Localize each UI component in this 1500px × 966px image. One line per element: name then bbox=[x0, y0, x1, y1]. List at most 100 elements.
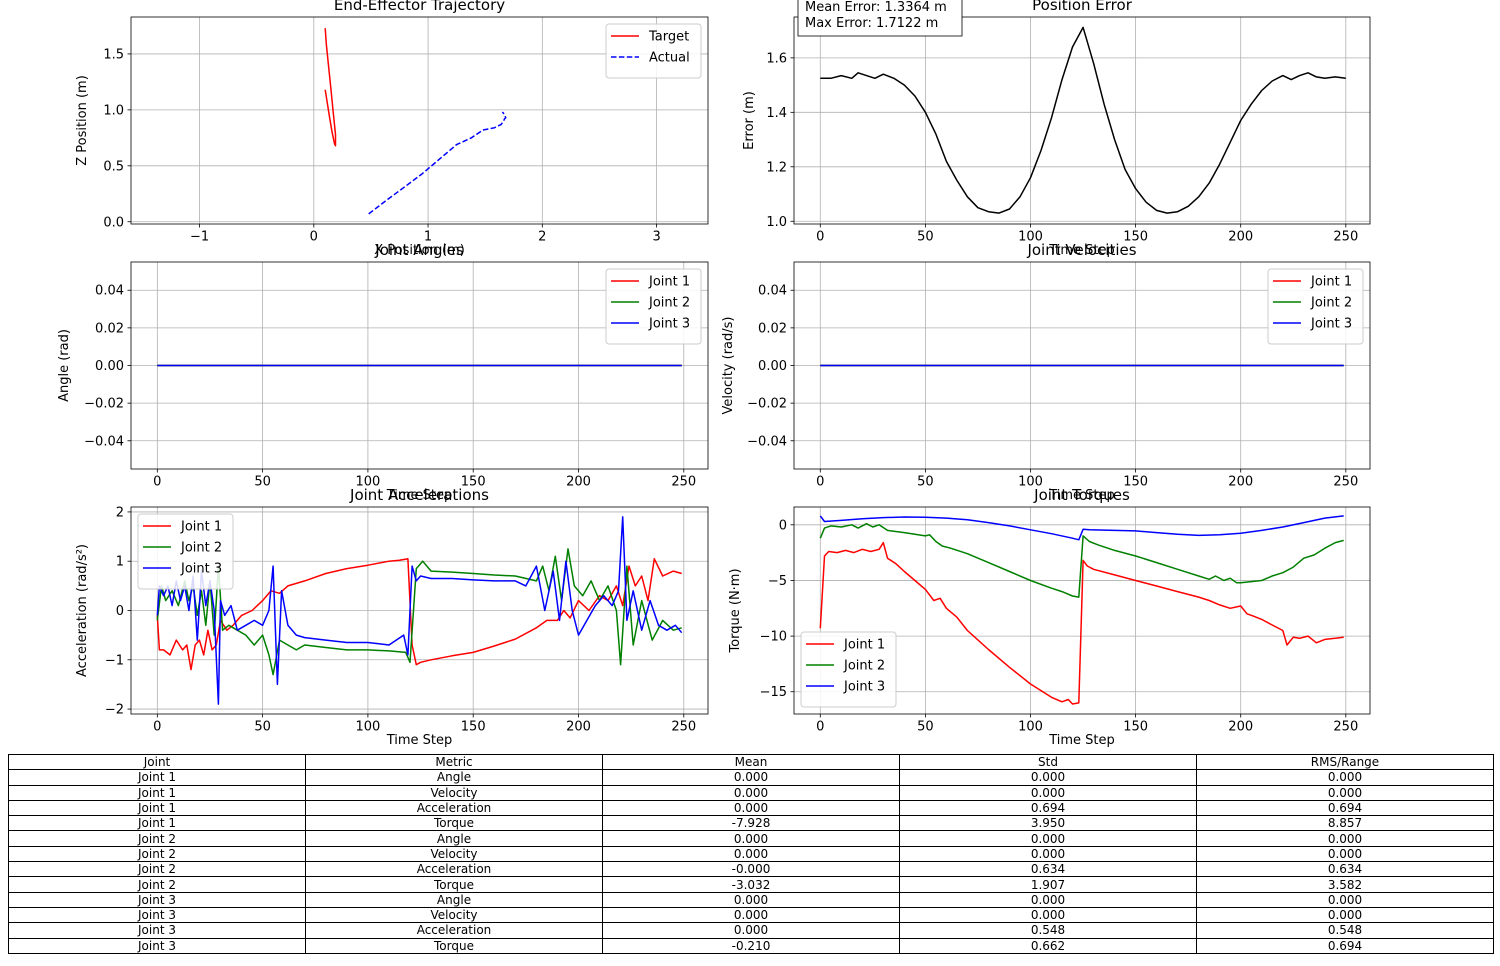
chart-3: 0 50 100 150 200 250 −0.04 −0.02 0.00 0.02 0.04 Joi… bbox=[57, 241, 709, 503]
chart-title: Joint Angles bbox=[374, 241, 464, 259]
legend-box bbox=[137, 513, 234, 590]
table-cell: -0.000 bbox=[602, 861, 900, 878]
y-tick-label: 1.6 bbox=[766, 51, 787, 66]
x-tick-label: 0 bbox=[153, 720, 161, 735]
plot-frame bbox=[793, 506, 1371, 715]
chart-title: Joint Torques bbox=[1033, 486, 1130, 504]
y-tick-label: 1.0 bbox=[766, 215, 787, 230]
y-tick-label: 0.04 bbox=[758, 284, 787, 299]
table-cell: Angle bbox=[305, 891, 603, 908]
x-tick-label: 50 bbox=[254, 475, 271, 490]
table-row: Joint 2 Velocity 0.000 0.000 0.000 bbox=[8, 845, 1494, 863]
plot-frame bbox=[793, 16, 1371, 225]
table-cell: Joint 1 bbox=[8, 769, 306, 786]
table-row: Joint 1 Velocity 0.000 0.000 0.000 bbox=[8, 784, 1494, 801]
series-line-1 bbox=[820, 26, 1346, 214]
y-axis-label: Acceleration (rad/s²) bbox=[75, 544, 90, 677]
legend-label-3: Joint 3 bbox=[843, 680, 885, 695]
legend-box bbox=[605, 23, 702, 79]
x-tick-label: 150 bbox=[1123, 475, 1148, 490]
table-cell: 0.000 bbox=[602, 906, 900, 924]
y-axis-label: Error (m) bbox=[742, 91, 757, 150]
chart-4: 0 50 100 150 200 250 −0.04 −0.02 0.00 0.02 0.04 Joi… bbox=[721, 241, 1371, 503]
table-cell: 0.694 bbox=[899, 799, 1197, 817]
x-axis-label: X Position (m) bbox=[374, 243, 465, 258]
y-tick-label: −5 bbox=[768, 574, 787, 589]
table-cell: Joint 1 bbox=[8, 784, 306, 801]
table-cell: 0.000 bbox=[1196, 906, 1494, 924]
legend-label-3: Joint 3 bbox=[180, 562, 222, 577]
x-tick-label: 0 bbox=[816, 230, 824, 245]
y-tick-label: 2 bbox=[116, 505, 124, 520]
table-header-row: Joint Metric Mean Std RMS/Range bbox=[8, 753, 1494, 771]
table-cell: Joint 2 bbox=[8, 861, 306, 878]
column-header: Metric bbox=[305, 753, 603, 771]
table-row: Joint 3 Angle 0.000 0.000 0.000 bbox=[8, 891, 1494, 908]
chart-2: 0 50 100 150 200 250 1.0 1.2 1.4 1.6 Position Erro… bbox=[742, 0, 1371, 258]
table-cell: 0.000 bbox=[602, 784, 900, 801]
table-cell: Joint 2 bbox=[8, 830, 306, 847]
y-tick-label: 0 bbox=[116, 604, 124, 619]
x-tick-label: 50 bbox=[917, 475, 934, 490]
x-tick-label: 250 bbox=[671, 475, 696, 490]
table-cell: Acceleration bbox=[305, 861, 603, 878]
table-body: Joint 1 Angle 0.000 0.000 0.000 Joint 1 Veloci… bbox=[8, 769, 1494, 954]
table-cell: 0.000 bbox=[602, 830, 900, 847]
table-cell: Joint 3 bbox=[8, 906, 306, 924]
table-cell: Joint 2 bbox=[8, 845, 306, 863]
table-cell: Velocity bbox=[305, 906, 603, 924]
table-cell: Velocity bbox=[305, 845, 603, 863]
x-tick-label: 50 bbox=[254, 720, 271, 735]
series-line-2 bbox=[819, 522, 1344, 598]
table-cell: Velocity bbox=[305, 784, 603, 801]
x-tick-label: 150 bbox=[461, 475, 486, 490]
column-header: Joint bbox=[8, 753, 306, 771]
y-tick-label: 0.00 bbox=[95, 359, 124, 374]
table-cell: 0.634 bbox=[1196, 861, 1494, 878]
table-row: Joint 2 Acceleration -0.000 0.634 0.634 bbox=[8, 861, 1494, 878]
y-tick-label: −15 bbox=[760, 685, 787, 700]
table-cell: 0.000 bbox=[1196, 830, 1494, 847]
y-axis-label: Z Position (m) bbox=[75, 75, 90, 166]
annotation-box bbox=[797, 0, 963, 37]
column-header: Std bbox=[899, 753, 1197, 771]
plot-frame bbox=[130, 16, 709, 225]
legend-label-1: Joint 1 bbox=[648, 275, 690, 290]
x-tick-label: 50 bbox=[917, 720, 934, 735]
table-cell: 0.000 bbox=[1196, 784, 1494, 801]
y-tick-label: 1.0 bbox=[103, 103, 124, 118]
table-cell: Joint 3 bbox=[8, 891, 306, 908]
table-cell: Angle bbox=[305, 769, 603, 786]
legend-box bbox=[1267, 268, 1364, 345]
table-cell: Acceleration bbox=[305, 922, 603, 939]
table-row: Joint 3 Velocity 0.000 0.000 0.000 bbox=[8, 906, 1494, 924]
x-tick-label: 200 bbox=[566, 475, 591, 490]
table-cell: 0.000 bbox=[899, 769, 1197, 786]
table-cell: 3.582 bbox=[1196, 876, 1494, 893]
table-cell: 0.000 bbox=[1196, 891, 1494, 908]
x-axis-label: Time Step bbox=[1048, 488, 1115, 503]
table-cell: 3.950 bbox=[899, 815, 1197, 832]
x-tick-label: 100 bbox=[355, 720, 380, 735]
x-tick-label: 150 bbox=[1123, 230, 1148, 245]
y-tick-label: −2 bbox=[105, 703, 124, 718]
table-cell: 0.694 bbox=[1196, 937, 1494, 954]
y-tick-label: −1 bbox=[105, 653, 124, 668]
legend: Joint 1 Joint 2 Joint 3 bbox=[137, 513, 234, 590]
column-header: RMS/Range bbox=[1196, 753, 1494, 771]
table-cell: Torque bbox=[305, 876, 603, 893]
table-cell: 0.000 bbox=[899, 906, 1197, 924]
legend-label-2: Joint 2 bbox=[843, 659, 885, 674]
legend-label-3: Joint 3 bbox=[648, 317, 690, 332]
x-tick-label: 200 bbox=[1228, 475, 1253, 490]
legend-label-2: Joint 2 bbox=[180, 541, 222, 556]
table-cell: 0.000 bbox=[602, 845, 900, 863]
table-cell: Joint 3 bbox=[8, 937, 306, 954]
table-cell: 0.694 bbox=[1196, 799, 1494, 817]
joint-stats-table: Joint Metric Mean Std RMS/Range Joint 1 Angle… bbox=[8, 753, 1494, 954]
table-cell: 0.548 bbox=[1196, 922, 1494, 939]
table-cell: 0.662 bbox=[899, 937, 1197, 954]
table-cell: 0.000 bbox=[602, 769, 900, 786]
